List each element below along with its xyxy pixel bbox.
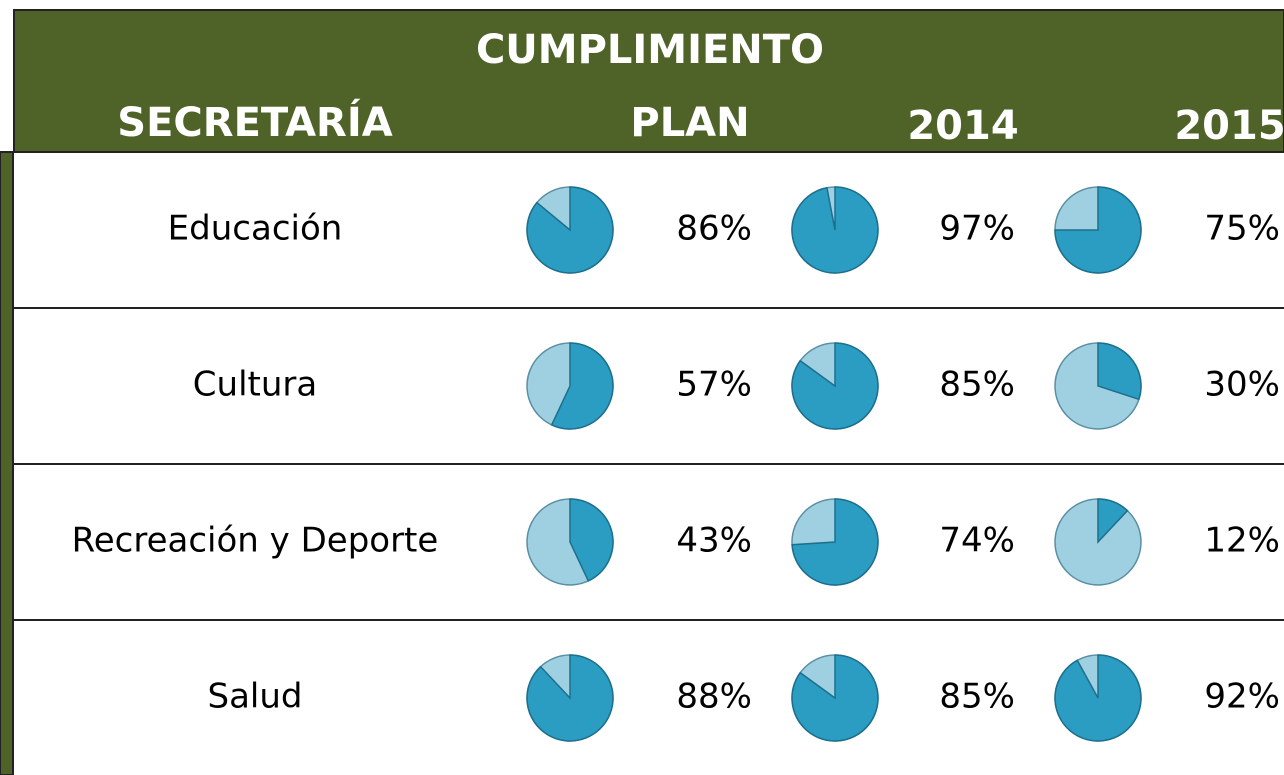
- pie-slice: [1054, 654, 1142, 742]
- pie-slice: [1097, 498, 1129, 544]
- pie-slice: [526, 186, 614, 274]
- row-name: Cultura: [193, 365, 317, 405]
- percent-label: 75%: [1204, 209, 1280, 249]
- column-header: SECRETARÍA: [117, 98, 392, 146]
- percent-label: 57%: [676, 365, 752, 405]
- percent-label: 85%: [939, 365, 1015, 405]
- pie-slice: [791, 654, 879, 742]
- pie-slice: [550, 342, 614, 430]
- percent-label: 86%: [676, 209, 752, 249]
- pie-slice: [1054, 186, 1142, 274]
- percent-label: 88%: [676, 677, 752, 717]
- column-header: PLAN: [630, 100, 749, 146]
- pie-slice: [791, 342, 879, 430]
- percent-label: 74%: [939, 521, 1015, 561]
- side-strip: [0, 151, 14, 775]
- percent-label: 97%: [939, 209, 1015, 249]
- header-band: [13, 9, 1284, 153]
- row-name: Recreación y Deporte: [72, 521, 439, 561]
- percent-label: 92%: [1204, 677, 1280, 717]
- percent-label: 43%: [676, 521, 752, 561]
- column-header: 2015: [1174, 103, 1284, 149]
- header-title: CUMPLIMIENTO: [476, 27, 824, 73]
- pie-slice: [569, 498, 614, 582]
- row-name: Salud: [208, 677, 303, 717]
- pie-slice: [1097, 342, 1142, 401]
- pie-slice: [791, 186, 879, 274]
- percent-label: 12%: [1204, 521, 1280, 561]
- percent-label: 85%: [939, 677, 1015, 717]
- pie-slice: [791, 498, 879, 586]
- row-name: Educación: [168, 209, 343, 249]
- column-header: 2014: [907, 103, 1018, 149]
- percent-label: 30%: [1204, 365, 1280, 405]
- pie-slice: [526, 654, 614, 742]
